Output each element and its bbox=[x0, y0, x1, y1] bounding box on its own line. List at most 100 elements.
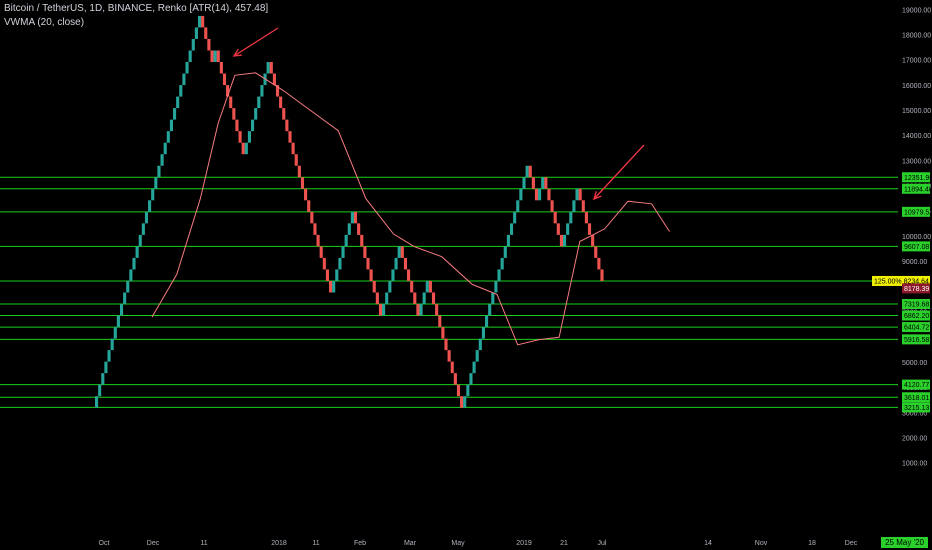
up-brick bbox=[119, 304, 124, 316]
up-brick bbox=[123, 292, 127, 305]
renko-bricks bbox=[95, 15, 604, 408]
up-brick bbox=[98, 384, 102, 397]
x-tick-label: Oct bbox=[99, 540, 110, 547]
down-brick bbox=[310, 211, 314, 224]
up-brick bbox=[182, 73, 186, 86]
up-brick bbox=[466, 384, 470, 397]
down-brick bbox=[275, 85, 280, 97]
up-brick bbox=[475, 350, 479, 362]
down-brick bbox=[241, 142, 245, 155]
down-brick bbox=[584, 211, 588, 224]
up-brick bbox=[126, 280, 130, 293]
up-brick bbox=[566, 223, 570, 235]
down-brick bbox=[559, 234, 563, 247]
down-brick bbox=[216, 50, 220, 63]
x-tick-label: 11 bbox=[312, 540, 319, 547]
down-brick bbox=[578, 188, 582, 201]
level-label: 12351.96 bbox=[904, 175, 932, 182]
down-brick bbox=[229, 96, 233, 109]
up-brick bbox=[260, 85, 264, 97]
down-brick bbox=[428, 280, 432, 293]
down-brick bbox=[413, 292, 417, 305]
up-brick bbox=[194, 27, 198, 39]
down-brick bbox=[366, 257, 370, 270]
up-brick bbox=[338, 257, 342, 270]
down-brick bbox=[450, 361, 454, 374]
down-brick bbox=[410, 280, 414, 293]
down-brick bbox=[444, 338, 448, 351]
down-brick bbox=[597, 257, 601, 270]
down-brick bbox=[591, 234, 595, 247]
up-brick bbox=[344, 234, 348, 247]
x-tick-label: Nov bbox=[755, 540, 768, 547]
up-brick bbox=[179, 85, 183, 97]
up-brick bbox=[197, 15, 202, 28]
y-tick-label: 19000.00 bbox=[902, 7, 931, 14]
up-brick bbox=[525, 165, 529, 178]
down-brick bbox=[587, 223, 592, 235]
chart-symbol-title: Bitcoin / TetherUS, 1D, BINANCE, Renko [… bbox=[4, 3, 269, 14]
arrowhead bbox=[592, 191, 602, 201]
annotation-arrows bbox=[232, 27, 645, 201]
down-brick bbox=[297, 165, 301, 178]
price-tag-label: 125.00% 8234.64 bbox=[874, 278, 929, 285]
down-brick bbox=[207, 38, 211, 51]
up-brick bbox=[388, 280, 392, 293]
level-label-box bbox=[902, 241, 930, 252]
up-brick bbox=[129, 269, 133, 281]
down-brick bbox=[360, 234, 364, 247]
down-brick bbox=[325, 269, 329, 281]
down-brick bbox=[453, 373, 457, 385]
level-label-box bbox=[902, 183, 930, 194]
down-brick bbox=[219, 62, 223, 74]
y-tick-label: 16000.00 bbox=[902, 83, 931, 90]
level-label: 6404.72 bbox=[904, 325, 929, 332]
down-brick bbox=[600, 269, 604, 281]
up-brick bbox=[488, 304, 492, 316]
down-brick bbox=[235, 119, 239, 132]
arrowhead bbox=[232, 48, 243, 57]
up-brick bbox=[494, 280, 498, 293]
up-brick bbox=[163, 142, 167, 155]
down-brick bbox=[353, 211, 358, 224]
down-brick bbox=[238, 131, 242, 143]
down-brick bbox=[581, 200, 585, 212]
up-brick bbox=[506, 234, 510, 247]
down-brick bbox=[316, 234, 320, 247]
down-brick bbox=[369, 269, 373, 281]
up-brick bbox=[481, 327, 485, 339]
down-brick bbox=[431, 292, 436, 305]
x-axis: Oct Dec 11 2018 11 Feb Mar May 2019 21 Jul 14 Nov 18 D… bbox=[99, 540, 858, 547]
down-brick bbox=[313, 223, 317, 235]
up-brick bbox=[382, 304, 386, 316]
level-label: 7319.68 bbox=[904, 302, 929, 309]
level-label-box bbox=[902, 310, 930, 321]
up-brick bbox=[575, 188, 579, 201]
up-brick bbox=[503, 246, 507, 258]
up-brick bbox=[563, 234, 567, 247]
y-tick-label: 15000.00 bbox=[902, 108, 931, 115]
level-label: 6862.20 bbox=[904, 313, 929, 320]
down-brick bbox=[307, 200, 311, 212]
down-brick bbox=[460, 396, 464, 408]
down-brick bbox=[210, 50, 214, 63]
level-label-box bbox=[902, 379, 930, 390]
up-brick bbox=[148, 200, 152, 212]
up-brick bbox=[95, 396, 99, 408]
y-tick-label: 5000.00 bbox=[902, 360, 927, 367]
level-label: 3618.01 bbox=[904, 395, 929, 402]
level-label-box bbox=[902, 402, 930, 413]
x-tick-label: Dec bbox=[147, 540, 160, 547]
x-tick-label: 18 bbox=[808, 540, 816, 547]
vwma-line bbox=[151, 72, 670, 346]
down-brick bbox=[322, 257, 326, 270]
down-brick bbox=[447, 350, 451, 362]
indicator-title: VWMA (20, close) bbox=[4, 17, 85, 28]
up-brick bbox=[419, 304, 423, 316]
up-brick bbox=[185, 62, 189, 74]
level-label-box bbox=[902, 334, 930, 345]
down-brick bbox=[456, 384, 461, 397]
current-price-label: 8178.39 bbox=[904, 286, 929, 293]
down-brick bbox=[378, 304, 383, 316]
